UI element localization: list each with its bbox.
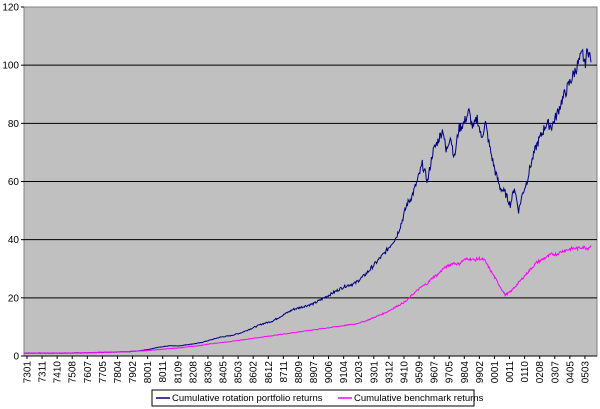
x-tick-label: 7410	[53, 361, 64, 384]
x-axis: 7301 7311 7410 7508 7607 7705 7804 7902 8001 8011…	[23, 355, 597, 384]
series-line-benchmark	[23, 245, 592, 354]
x-tick-label: 9705	[445, 361, 456, 384]
x-tick-label: 8602	[249, 361, 260, 384]
y-axis: 0 20 40 60 80 100 120	[2, 3, 24, 363]
x-tick-label: 8208	[188, 361, 199, 384]
x-tick-label: 9203	[354, 361, 365, 384]
x-tick-label: 0011	[505, 361, 516, 383]
x-tick-label: 0110	[520, 361, 531, 383]
y-tick-label: 80	[8, 119, 20, 130]
x-tick-label: 0208	[535, 361, 546, 384]
gridlines	[24, 64, 597, 299]
x-tick-label: 7804	[113, 361, 124, 384]
x-tick-label: 9104	[339, 361, 350, 384]
x-tick-label: 8306	[203, 361, 214, 384]
x-tick-label: 9312	[384, 361, 395, 384]
x-tick-label: 9301	[369, 361, 380, 384]
x-tick-label: 9804	[460, 361, 471, 384]
x-tick-label: 7301	[23, 361, 34, 384]
x-tick-label: 8907	[309, 361, 320, 384]
x-tick-label: 7311	[38, 361, 49, 383]
x-tick-label: 8503	[234, 361, 245, 384]
x-tick-label: 0307	[550, 361, 561, 384]
x-tick-label: 8109	[173, 361, 184, 384]
y-tick-label: 40	[8, 235, 20, 246]
x-tick-label: 8711	[279, 361, 290, 383]
x-tick-label: 0503	[580, 361, 591, 384]
y-tick-label: 120	[2, 3, 19, 14]
x-tick-label: 0001	[490, 361, 501, 384]
y-tick-label: 0	[13, 352, 19, 363]
x-tick-label: 7705	[98, 361, 109, 384]
x-tick-label: 8001	[143, 361, 154, 384]
series-group	[23, 48, 592, 354]
legend: Cumulative rotation portfolio returns Cu…	[151, 389, 484, 407]
legend-label-rotation: Cumulative rotation portfolio returns	[172, 393, 323, 404]
y-tick-label: 100	[2, 61, 19, 72]
x-tick-label: 8809	[294, 361, 305, 384]
x-tick-label: 8011	[158, 361, 169, 383]
x-tick-label: 8612	[264, 361, 275, 384]
x-tick-label: 9509	[415, 361, 426, 384]
x-tick-label: 8405	[219, 361, 230, 384]
x-tick-label: 7902	[128, 361, 139, 384]
x-tick-label: 9006	[324, 361, 335, 384]
x-tick-label: 0405	[565, 361, 576, 384]
legend-label-benchmark: Cumulative benchmark returns	[354, 393, 484, 404]
x-tick-label: 7508	[68, 361, 79, 384]
x-tick-label: 7607	[83, 361, 94, 384]
y-tick-label: 20	[8, 293, 20, 304]
y-tick-label: 60	[8, 177, 20, 188]
x-tick-label: 9410	[399, 361, 410, 384]
x-tick-label: 9607	[430, 361, 441, 384]
x-tick-label: 9902	[475, 361, 486, 384]
legend-box	[151, 389, 475, 407]
